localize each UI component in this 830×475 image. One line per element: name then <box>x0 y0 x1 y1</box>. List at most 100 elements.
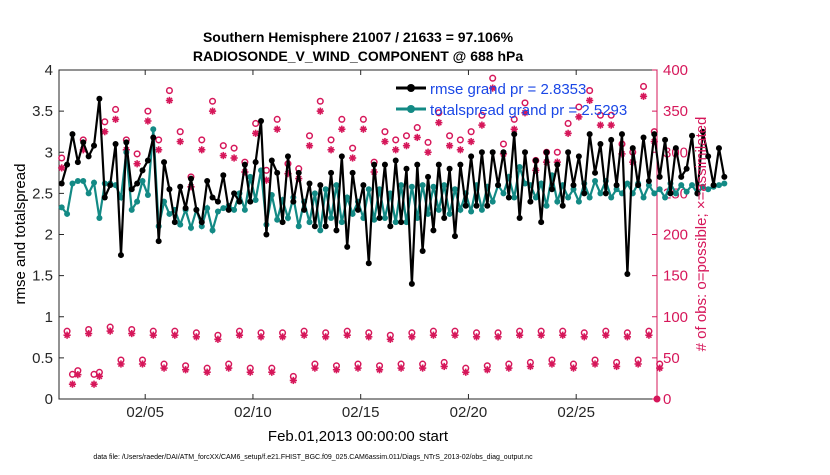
rmse-point <box>451 233 458 240</box>
rmse-point <box>236 198 243 205</box>
y-right-tick-label: 100 <box>663 309 688 326</box>
totalspread-point <box>85 190 92 197</box>
obs-assimilated-point <box>128 329 136 338</box>
totalspread-point <box>451 186 458 193</box>
obs-possible-point <box>413 124 421 132</box>
rmse-point <box>58 180 65 187</box>
rmse-point <box>150 134 157 141</box>
rmse-point <box>441 215 448 222</box>
rmse-point <box>284 153 291 160</box>
obs-assimilated-point <box>300 331 308 339</box>
obs-assimilated-point <box>111 115 120 123</box>
obs-possible-point <box>499 140 508 148</box>
rmse-point <box>204 178 211 185</box>
rmse-point <box>689 132 696 139</box>
rmse-point <box>279 219 286 226</box>
obs-assimilated-point <box>63 331 71 339</box>
rmse-point <box>322 223 329 230</box>
rmse-point <box>505 194 512 201</box>
totalspread-point <box>187 224 194 231</box>
totalspread-point <box>284 215 291 222</box>
obs-assimilated-point <box>365 333 373 341</box>
totalspread-point <box>322 186 329 193</box>
totalspread-point <box>672 190 679 197</box>
obs-possible-point <box>273 115 281 123</box>
obs-possible-point <box>607 111 615 119</box>
obs-possible-point <box>101 118 109 126</box>
obs-assimilated-point <box>95 372 104 380</box>
totalspread-point <box>457 206 464 213</box>
obs-possible-point <box>553 148 561 156</box>
rmse-point <box>381 161 388 168</box>
totalspread-point <box>134 198 141 205</box>
obs-assimilated-point <box>526 362 534 371</box>
y-left-tick-label: 0 <box>45 391 53 408</box>
rmse-point <box>96 95 103 102</box>
totalspread-point <box>198 223 205 230</box>
rmse-point <box>721 173 728 180</box>
rmse-point <box>662 136 669 143</box>
totalspread-point <box>371 216 378 223</box>
obs-possible-point <box>208 97 217 105</box>
rmse-point <box>597 141 604 148</box>
rmse-point <box>306 180 313 187</box>
rmse-point <box>624 270 631 277</box>
totalspread-point <box>554 198 561 205</box>
rmse-point <box>214 198 221 205</box>
totalspread-point <box>446 210 453 217</box>
obs-end-point <box>653 395 661 403</box>
totalspread-point <box>640 194 647 201</box>
y-left-tick-label: 3 <box>45 144 53 161</box>
rmse-point <box>166 186 173 193</box>
totalspread-point <box>408 183 415 190</box>
totalspread-point <box>689 182 696 189</box>
totalspread-point <box>376 186 383 193</box>
totalspread-point <box>220 205 227 212</box>
obs-possible-point <box>521 99 529 107</box>
rmse-point <box>123 139 130 146</box>
rmse-point <box>101 194 108 201</box>
obs-assimilated-point <box>612 362 621 371</box>
obs-assimilated-point <box>225 364 233 372</box>
totalspread-point <box>597 190 604 197</box>
rmse-point <box>656 173 663 180</box>
totalspread-point <box>333 182 340 189</box>
rmse-point <box>171 219 178 226</box>
rmse-point <box>478 149 485 156</box>
obs-assimilated-point <box>505 364 513 372</box>
rmse-point <box>640 134 647 141</box>
obs-assimilated-point <box>354 364 362 372</box>
obs-assimilated-point <box>171 331 179 339</box>
obs-assimilated-point <box>58 164 66 172</box>
obs-possible-point <box>467 128 475 136</box>
totalspread-point <box>624 180 631 187</box>
x-tick-label: 02/25 <box>557 404 595 421</box>
rmse-point <box>419 247 426 254</box>
obs-assimilated-point <box>462 368 470 376</box>
rmse-point <box>371 161 378 168</box>
totalspread-point <box>592 178 599 185</box>
obs-assimilated-point <box>586 96 594 105</box>
obs-assimilated-point <box>397 364 405 372</box>
obs-assimilated-point <box>90 380 98 388</box>
rmse-point <box>69 131 76 138</box>
x-tick-label: 02/10 <box>234 404 272 421</box>
totalspread-point <box>516 164 523 171</box>
obs-assimilated-point <box>160 364 168 372</box>
obs-assimilated-point <box>106 327 114 335</box>
rmse-point <box>107 182 114 189</box>
rmse-point <box>112 141 119 148</box>
rmse-point <box>565 149 572 156</box>
obs-assimilated-point <box>138 360 147 368</box>
totalspread-point <box>58 204 65 211</box>
obs-assimilated-point <box>516 331 524 339</box>
obs-possible-point <box>564 119 572 128</box>
obs-assimilated-point <box>392 146 400 154</box>
obs-assimilated-point <box>435 119 443 127</box>
totalspread-point <box>398 182 405 189</box>
obs-possible-point <box>435 109 443 117</box>
rmse-point <box>710 182 717 189</box>
y-left-tick-label: 1.5 <box>32 268 53 285</box>
rmse-point <box>177 183 184 190</box>
y-left-tick-label: 4 <box>45 62 53 79</box>
